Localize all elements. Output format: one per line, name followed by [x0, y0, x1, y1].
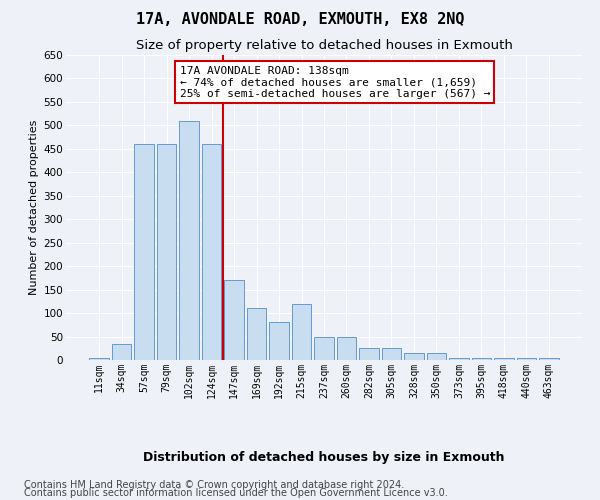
Bar [89, 358, 109, 360]
Bar [157, 144, 176, 360]
Text: 17A, AVONDALE ROAD, EXMOUTH, EX8 2NQ: 17A, AVONDALE ROAD, EXMOUTH, EX8 2NQ [136, 12, 464, 28]
Text: Contains HM Land Registry data © Crown copyright and database right 2024.: Contains HM Land Registry data © Crown c… [24, 480, 404, 490]
Bar [517, 358, 536, 360]
Bar [112, 344, 131, 360]
Bar [427, 353, 446, 360]
Bar [314, 336, 334, 360]
Text: 17A AVONDALE ROAD: 138sqm
← 74% of detached houses are smaller (1,659)
25% of se: 17A AVONDALE ROAD: 138sqm ← 74% of detac… [179, 66, 490, 99]
Bar [292, 304, 311, 360]
Bar [359, 348, 379, 360]
Text: Contains public sector information licensed under the Open Government Licence v3: Contains public sector information licen… [24, 488, 448, 498]
Bar [269, 322, 289, 360]
Bar [224, 280, 244, 360]
Bar [494, 358, 514, 360]
Bar [382, 348, 401, 360]
Bar [247, 308, 266, 360]
Bar [179, 120, 199, 360]
X-axis label: Distribution of detached houses by size in Exmouth: Distribution of detached houses by size … [143, 451, 505, 464]
Bar [472, 358, 491, 360]
Bar [202, 144, 221, 360]
Bar [449, 358, 469, 360]
Bar [539, 358, 559, 360]
Bar [337, 336, 356, 360]
Y-axis label: Number of detached properties: Number of detached properties [29, 120, 40, 295]
Bar [134, 144, 154, 360]
Title: Size of property relative to detached houses in Exmouth: Size of property relative to detached ho… [136, 40, 512, 52]
Bar [404, 353, 424, 360]
